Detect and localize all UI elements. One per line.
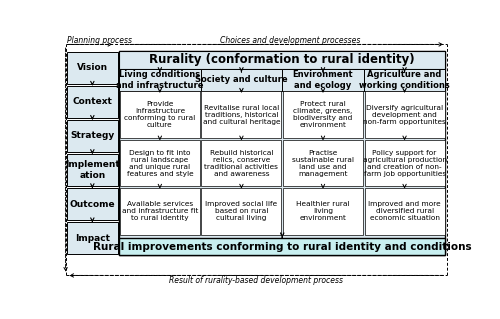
Bar	[283, 92, 363, 138]
Bar	[67, 86, 117, 118]
Text: Policy support for
agricultural production
and creation of non-
farm job opportu: Policy support for agricultural producti…	[362, 150, 446, 176]
Bar	[282, 69, 364, 91]
Text: Strategy: Strategy	[70, 131, 114, 140]
Bar	[67, 222, 117, 254]
Bar	[120, 92, 200, 138]
Bar	[119, 51, 446, 256]
Text: Practise
sustainable rural
land use and
management: Practise sustainable rural land use and …	[292, 150, 354, 176]
Bar	[364, 69, 446, 91]
Text: Rebuild historical
relics, conserve
traditional activities
and awareness: Rebuild historical relics, conserve trad…	[204, 150, 279, 176]
Text: Design to fit into
rural landscape
and unique rural
features and style: Design to fit into rural landscape and u…	[126, 150, 193, 176]
Text: Rurality (conformation to rural identity): Rurality (conformation to rural identity…	[150, 53, 415, 66]
Bar	[67, 52, 117, 84]
Bar	[283, 140, 363, 186]
Text: Outcome: Outcome	[70, 200, 115, 209]
Bar	[120, 188, 200, 235]
Text: Healthier rural
living
environment: Healthier rural living environment	[296, 201, 350, 221]
Text: Rural improvements conforming to rural identity and conditions: Rural improvements conforming to rural i…	[93, 242, 471, 252]
Bar	[67, 188, 117, 220]
Text: Implement
ation: Implement ation	[65, 160, 120, 180]
Bar	[119, 69, 200, 91]
Text: Provide
infrastructure
conforming to rural
culture: Provide infrastructure conforming to rur…	[124, 101, 196, 128]
Text: Choices and development processes: Choices and development processes	[220, 36, 360, 45]
Bar	[202, 140, 281, 186]
Text: Available services
and infrastructure fit
to rural identity: Available services and infrastructure fi…	[122, 201, 198, 221]
Bar	[364, 92, 444, 138]
Text: Revitalise rural local
traditions, historical
and cultural heritage: Revitalise rural local traditions, histo…	[202, 105, 280, 125]
Text: Improved and more
diversified rural
economic situation: Improved and more diversified rural econ…	[368, 201, 441, 221]
Text: Context: Context	[72, 97, 112, 106]
Text: Environment
and ecology: Environment and ecology	[292, 70, 354, 90]
Bar	[120, 140, 200, 186]
Bar	[200, 69, 282, 91]
Bar	[119, 239, 446, 256]
Bar	[67, 120, 117, 152]
Bar	[202, 92, 281, 138]
Bar	[283, 188, 363, 235]
Bar	[364, 140, 444, 186]
Text: Improved social life
based on rural
cultural living: Improved social life based on rural cult…	[206, 201, 278, 221]
Text: Impact: Impact	[75, 234, 110, 243]
Text: Living conditions
and infrastructure: Living conditions and infrastructure	[116, 70, 204, 90]
Bar	[364, 188, 444, 235]
Text: Society and culture: Society and culture	[195, 75, 288, 84]
Text: Planning process: Planning process	[67, 36, 132, 45]
Text: Result of rurality-based development process: Result of rurality-based development pro…	[169, 276, 343, 285]
Text: Agriculture and
working conditions: Agriculture and working conditions	[359, 70, 450, 90]
Bar	[202, 188, 281, 235]
Bar	[67, 154, 117, 186]
Text: Vision: Vision	[77, 63, 108, 72]
Bar	[119, 51, 446, 69]
Text: Protect rural
climate, greens,
biodiversity and
environment: Protect rural climate, greens, biodivers…	[294, 101, 352, 128]
Text: Diversify agricultural
development and
non-farm opportunites: Diversify agricultural development and n…	[363, 105, 446, 125]
